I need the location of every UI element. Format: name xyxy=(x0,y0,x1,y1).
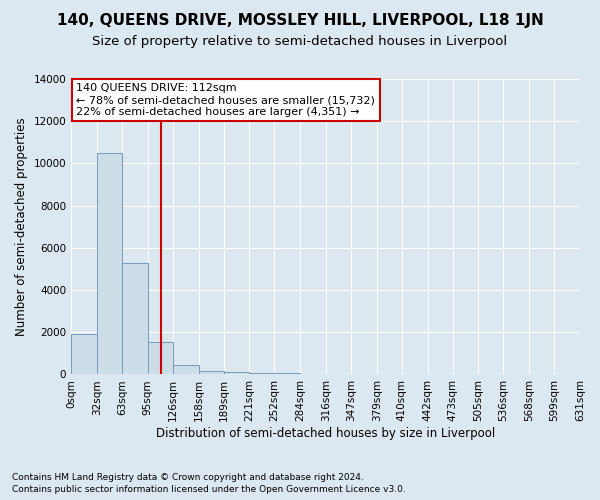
Bar xyxy=(122,262,148,374)
Bar xyxy=(71,334,97,374)
Text: Contains public sector information licensed under the Open Government Licence v3: Contains public sector information licen… xyxy=(12,485,406,494)
Bar xyxy=(148,342,173,374)
X-axis label: Distribution of semi-detached houses by size in Liverpool: Distribution of semi-detached houses by … xyxy=(156,427,495,440)
Text: Contains HM Land Registry data © Crown copyright and database right 2024.: Contains HM Land Registry data © Crown c… xyxy=(12,472,364,482)
Bar xyxy=(97,153,122,374)
Bar xyxy=(250,373,274,374)
Bar xyxy=(173,365,199,374)
Bar xyxy=(224,372,250,374)
Y-axis label: Number of semi-detached properties: Number of semi-detached properties xyxy=(15,118,28,336)
Bar xyxy=(274,373,300,374)
Text: 140 QUEENS DRIVE: 112sqm
← 78% of semi-detached houses are smaller (15,732)
22% : 140 QUEENS DRIVE: 112sqm ← 78% of semi-d… xyxy=(76,84,375,116)
Text: Size of property relative to semi-detached houses in Liverpool: Size of property relative to semi-detach… xyxy=(92,35,508,48)
Bar xyxy=(199,371,224,374)
Text: 140, QUEENS DRIVE, MOSSLEY HILL, LIVERPOOL, L18 1JN: 140, QUEENS DRIVE, MOSSLEY HILL, LIVERPO… xyxy=(56,12,544,28)
